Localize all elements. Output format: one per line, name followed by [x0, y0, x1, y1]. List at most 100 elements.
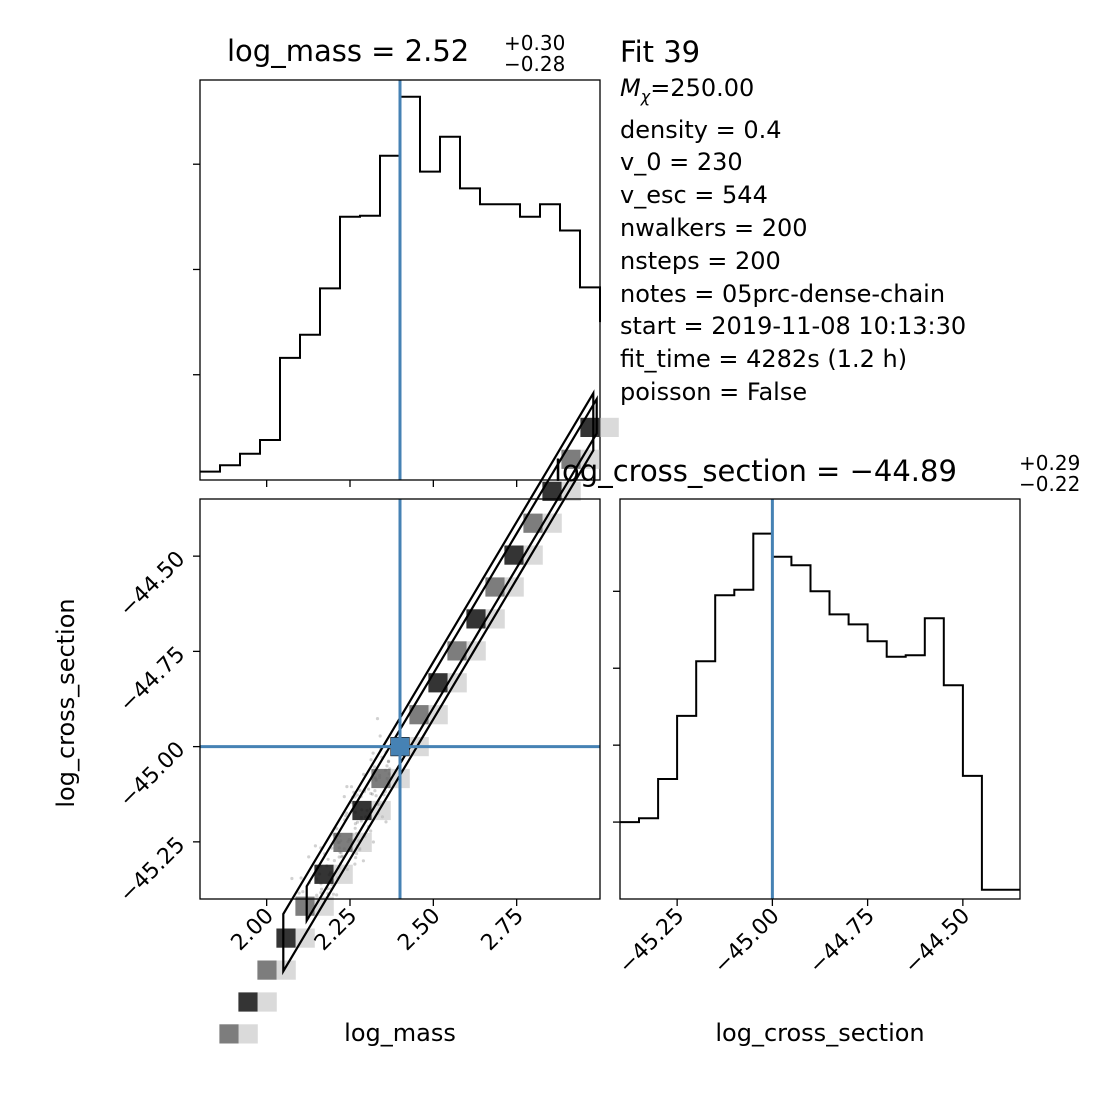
log-mass-histogram-frame: [199, 79, 601, 481]
joint-density-panel: 2.00 2.25 2.50 2.75 −44.50−44.75−45.00−45.2…: [52, 389, 619, 1047]
joint-y-tick-label: −44.50: [115, 547, 190, 622]
joint-sample-point: [313, 844, 317, 848]
joint-sample-point: [385, 764, 389, 768]
joint-sample-point: [358, 788, 362, 793]
joint-y-tick-label: −45.25: [115, 832, 190, 907]
joint-sample-point: [331, 892, 335, 896]
joint-sample-point: [344, 814, 348, 818]
joint-sample-point: [299, 876, 303, 880]
joint-sample-point: [320, 887, 324, 891]
log-cross-section-title-sub: −0.22: [1019, 472, 1080, 496]
joint-density-cell: [485, 577, 505, 597]
joint-x-tick-label: 2.75: [477, 904, 529, 956]
info-start: start = 2019-11-08 10:13:30: [620, 312, 967, 341]
joint-sample-point: [335, 827, 339, 831]
joint-sample-point: [326, 857, 330, 861]
info-notes: notes = 05prc-dense-chain: [620, 279, 946, 308]
joint-sample-point: [361, 859, 365, 863]
joint-sample-point: [353, 862, 357, 866]
log-cross-section-histogram-frame: [619, 498, 1021, 900]
joint-x-tick-label: 2.50: [393, 904, 445, 956]
joint-density-cell: [238, 992, 258, 1012]
joint-density-cell: [504, 545, 524, 565]
log-cross-section-title: log_cross_section = −44.89: [554, 454, 957, 488]
joint-density-cell: [314, 864, 334, 884]
joint-sample-point: [371, 751, 375, 755]
joint-sample-point: [362, 772, 366, 777]
info-density: density = 0.4: [620, 115, 782, 144]
info-v-esc: v_esc = 544: [620, 181, 768, 210]
joint-sample-point: [354, 856, 358, 860]
joint-sample-point: [349, 785, 354, 789]
joint-sample-point: [371, 840, 375, 844]
log-mass-title-sub: −0.28: [504, 52, 565, 76]
joint-x-tick-label: 2.00: [227, 904, 279, 956]
log-cross-section-title-sup: +0.29: [1019, 451, 1080, 475]
info-poisson: poisson = False: [620, 377, 808, 406]
log-mass-title: log_mass = 2.52: [227, 34, 469, 68]
info-nwalkers: nwalkers = 200: [620, 213, 808, 242]
joint-sample-point: [375, 717, 380, 721]
joint-sample-point: [387, 759, 391, 763]
joint-sample-point: [353, 826, 357, 830]
joint-sample-point: [301, 890, 305, 894]
joint-density-cell: [409, 705, 429, 725]
joint-density-cell: [219, 1024, 239, 1044]
joint-sample-point: [335, 893, 339, 897]
log-cross-section-histogram-marks: [620, 499, 1020, 899]
joint-y-tick-label: −45.00: [115, 737, 190, 812]
joint-sample-point: [359, 819, 363, 823]
joint-sample-point: [342, 795, 346, 799]
log-cross-section-x-tick-label: −44.50: [900, 904, 975, 979]
joint-sample-point: [337, 855, 341, 859]
fit-info-block: Fit 39 Mχ=250.00 density = 0.4 v_0 = 230…: [620, 34, 966, 409]
log-cross-section-y-ticks: [613, 590, 620, 823]
log-cross-section-histogram-step: [620, 532, 1020, 891]
joint-sample-point: [332, 859, 336, 863]
joint-sample-point: [315, 893, 319, 897]
joint-sample-point: [297, 891, 301, 895]
log-mass-histogram-marks: [200, 80, 601, 480]
joint-sample-point: [370, 792, 374, 796]
joint-sample-point: [384, 820, 388, 824]
joint-y-tick-label: −44.75: [115, 642, 190, 717]
joint-density-cell: [295, 896, 315, 916]
joint-density-cell: [333, 832, 353, 852]
joint-sample-point: [386, 760, 390, 764]
joint-sample-point: [353, 822, 357, 826]
log-mass-histogram-ticks: [193, 163, 518, 487]
joint-truth-marker: [391, 737, 409, 756]
joint-sample-point: [345, 811, 349, 815]
joint-sample-point: [367, 787, 371, 791]
joint-density-cell: [371, 768, 391, 789]
joint-density-cell: [542, 481, 562, 501]
joint-sample-point: [372, 765, 377, 769]
fit-title: Fit 39: [620, 35, 701, 69]
joint-sample-point: [307, 855, 311, 859]
info-nsteps: nsteps = 200: [620, 246, 781, 275]
joint-sample-point: [345, 785, 349, 789]
log-cross-section-x-ticks: −45.25 −45.00 −44.75 −44.50: [614, 899, 975, 979]
joint-sample-point: [373, 789, 377, 793]
joint-density-cell: [466, 609, 486, 629]
joint-sample-point: [355, 852, 359, 856]
info-v0: v_0 = 230: [620, 148, 743, 177]
joint-x-label: log_mass: [344, 1019, 456, 1047]
log-cross-section-x-label: log_cross_section: [715, 1019, 924, 1047]
joint-density-cell: [523, 513, 543, 533]
m-chi-value: =250.00: [650, 74, 755, 102]
info-m-chi: Mχ=250.00: [620, 72, 966, 114]
joint-sample-point: [290, 876, 294, 881]
joint-x-ticks: 2.00 2.25 2.50 2.75: [227, 899, 529, 956]
joint-density-cell: [599, 417, 619, 437]
joint-density-cell: [276, 928, 296, 948]
joint-truth-lines: [200, 499, 600, 899]
log-mass-title-sup: +0.30: [504, 31, 565, 55]
joint-y-ticks: −44.50 −44.75 −45.00 −45.25: [115, 547, 200, 908]
log-cross-section-x-tick-label: −44.75: [805, 904, 880, 979]
joint-y-label: log_cross_section: [52, 598, 80, 807]
info-fit-time: fit_time = 4282s (1.2 h): [620, 345, 908, 374]
joint-density-cell: [276, 960, 296, 980]
log-cross-section-x-tick-label: −45.25: [614, 904, 689, 979]
joint-density-cell: [561, 449, 581, 469]
